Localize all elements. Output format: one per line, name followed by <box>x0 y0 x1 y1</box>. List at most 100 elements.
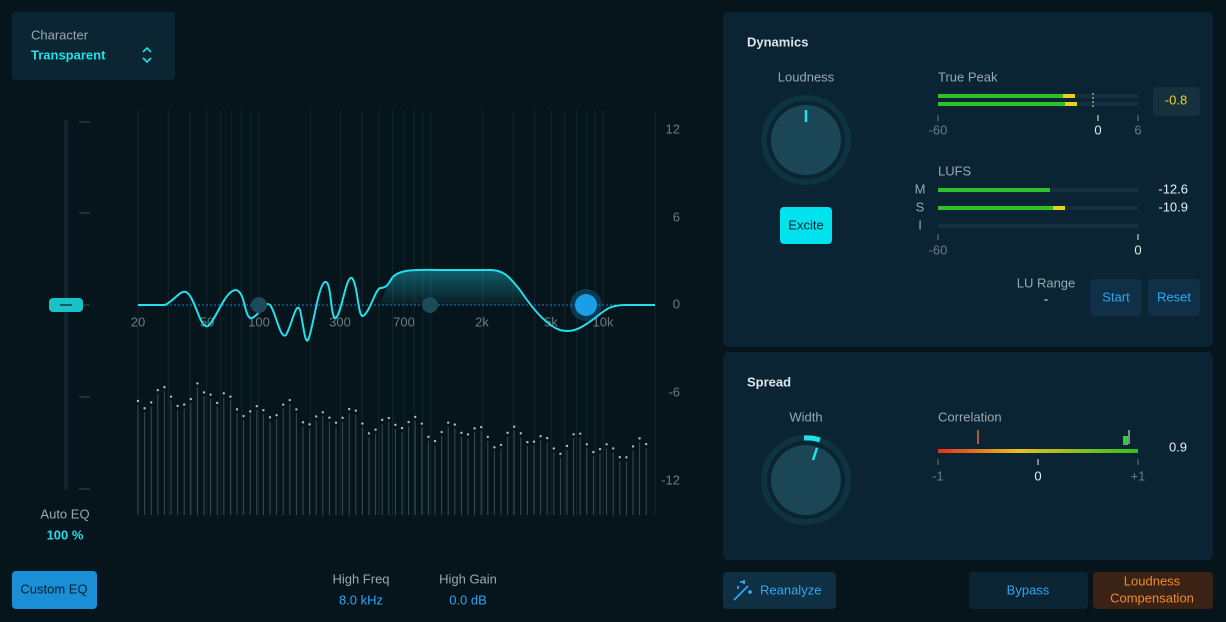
spectrum-peak <box>367 432 371 435</box>
row-label: S <box>916 199 925 214</box>
custom-eq-button[interactable] <box>12 571 97 609</box>
spectrum-peak <box>295 408 298 411</box>
true-peak-value: -0.8 <box>1165 92 1187 107</box>
excite-button[interactable] <box>780 207 832 244</box>
spectrum-peak <box>513 425 516 428</box>
spectrum-peak <box>315 415 318 418</box>
wand-icon <box>733 580 752 601</box>
spectrum-peak <box>275 413 278 417</box>
spectrum-peak <box>453 423 456 426</box>
spectrum-peak <box>381 418 384 422</box>
button-label: Start <box>1102 289 1130 304</box>
spectrum-peak <box>169 395 173 398</box>
spectrum-peak <box>414 415 417 419</box>
spectrum-peak <box>539 434 542 438</box>
character-value: Transparent <box>31 47 106 62</box>
label: High Gain <box>439 571 497 586</box>
spectrum-peak <box>361 422 364 425</box>
knob-indicator <box>811 447 819 461</box>
freq-scale-label: 5k <box>544 314 558 329</box>
spectrum-peak <box>282 403 285 406</box>
correlation-marker <box>1123 436 1128 445</box>
spectrum-peak <box>480 425 483 429</box>
spectrum-peak <box>222 392 225 395</box>
scale-label: -60 <box>929 242 948 257</box>
spectrum-peak <box>506 431 509 435</box>
label: True Peak <box>938 69 998 84</box>
button-label: Bypass <box>1007 582 1050 597</box>
button-label: Reset <box>1157 289 1191 304</box>
spectrum-peak <box>354 409 357 412</box>
spectrum-peak <box>532 440 536 443</box>
spectrum-peak <box>585 443 588 446</box>
start-button[interactable] <box>1090 279 1142 316</box>
eq-node[interactable] <box>251 297 267 313</box>
gain-scale-label: 12 <box>666 121 680 136</box>
label: Auto EQ <box>40 506 89 521</box>
scale-label: -60 <box>929 122 948 137</box>
scale-label: 0 <box>1094 122 1101 137</box>
spectrum-peak <box>440 430 443 434</box>
spectrum-peak <box>473 427 476 430</box>
spectrum-peak <box>143 407 146 410</box>
spectrum-peak <box>229 395 232 398</box>
spectrum-peak <box>136 399 140 403</box>
scale-label: -1 <box>932 468 944 483</box>
eq-node-selected[interactable] <box>575 294 597 316</box>
spectrum-peak <box>592 450 595 454</box>
freq-scale-label: 100 <box>248 314 270 329</box>
spectrum-peak <box>631 445 635 448</box>
spectrum-peak <box>255 404 258 408</box>
spectrum-peak <box>552 447 555 450</box>
knob[interactable] <box>771 105 841 175</box>
spectrum-peak <box>400 426 404 430</box>
correlation-value: 0.9 <box>1169 439 1187 454</box>
row-label: M <box>915 181 926 196</box>
meter-fill-hot <box>1063 94 1075 98</box>
spectrum-peak <box>374 428 377 431</box>
freq-scale-label: 10k <box>593 314 614 329</box>
eq-node[interactable] <box>422 297 438 313</box>
scale-label: 0 <box>1134 242 1141 257</box>
panel-title: Spread <box>747 374 791 389</box>
auto-eq-value: 100 % <box>47 527 84 542</box>
spectrum-peak <box>189 397 192 401</box>
correlation-bar <box>938 449 1138 453</box>
spectrum-peak <box>559 452 562 456</box>
width-arc <box>803 435 821 443</box>
gain-scale-label: -6 <box>668 384 680 399</box>
row-label: I <box>918 217 922 232</box>
spectrum-peak <box>209 393 212 396</box>
true-peak-box <box>1153 87 1200 116</box>
freq-scale-label: 2k <box>475 314 489 329</box>
label: LUFS <box>938 163 972 178</box>
spectrum-peak <box>288 398 291 402</box>
spectrum-peak <box>572 433 575 436</box>
spectrum-peak <box>447 421 450 424</box>
meter-fill <box>938 188 1050 192</box>
panel-title: Dynamics <box>747 34 808 49</box>
reset-button[interactable] <box>1148 279 1200 316</box>
bypass-button[interactable] <box>969 572 1088 609</box>
spectrum-peak <box>460 431 463 435</box>
spectrum-peak <box>499 443 503 447</box>
freq-scale-label: 300 <box>329 314 351 329</box>
label: Character <box>31 27 89 42</box>
lufs-value: -12.6 <box>1158 181 1188 196</box>
knob[interactable] <box>771 445 841 515</box>
spectrum-peak <box>565 444 569 448</box>
spectrum-peak <box>341 416 344 420</box>
meter-fill <box>938 102 1077 106</box>
button-label: Reanalyze <box>760 582 821 597</box>
loudness-compensation-button[interactable] <box>1093 572 1213 609</box>
character-selector[interactable] <box>12 12 175 80</box>
spectrum-peak <box>301 421 305 424</box>
spectrum-peak <box>196 382 199 385</box>
high-freq-value: 8.0 kHz <box>339 592 383 607</box>
spectrum-peak <box>249 410 252 413</box>
label: Correlation <box>938 409 1002 424</box>
reanalyze-button[interactable] <box>723 572 836 609</box>
label: High Freq <box>332 571 389 586</box>
spectrum-peak <box>493 446 496 449</box>
